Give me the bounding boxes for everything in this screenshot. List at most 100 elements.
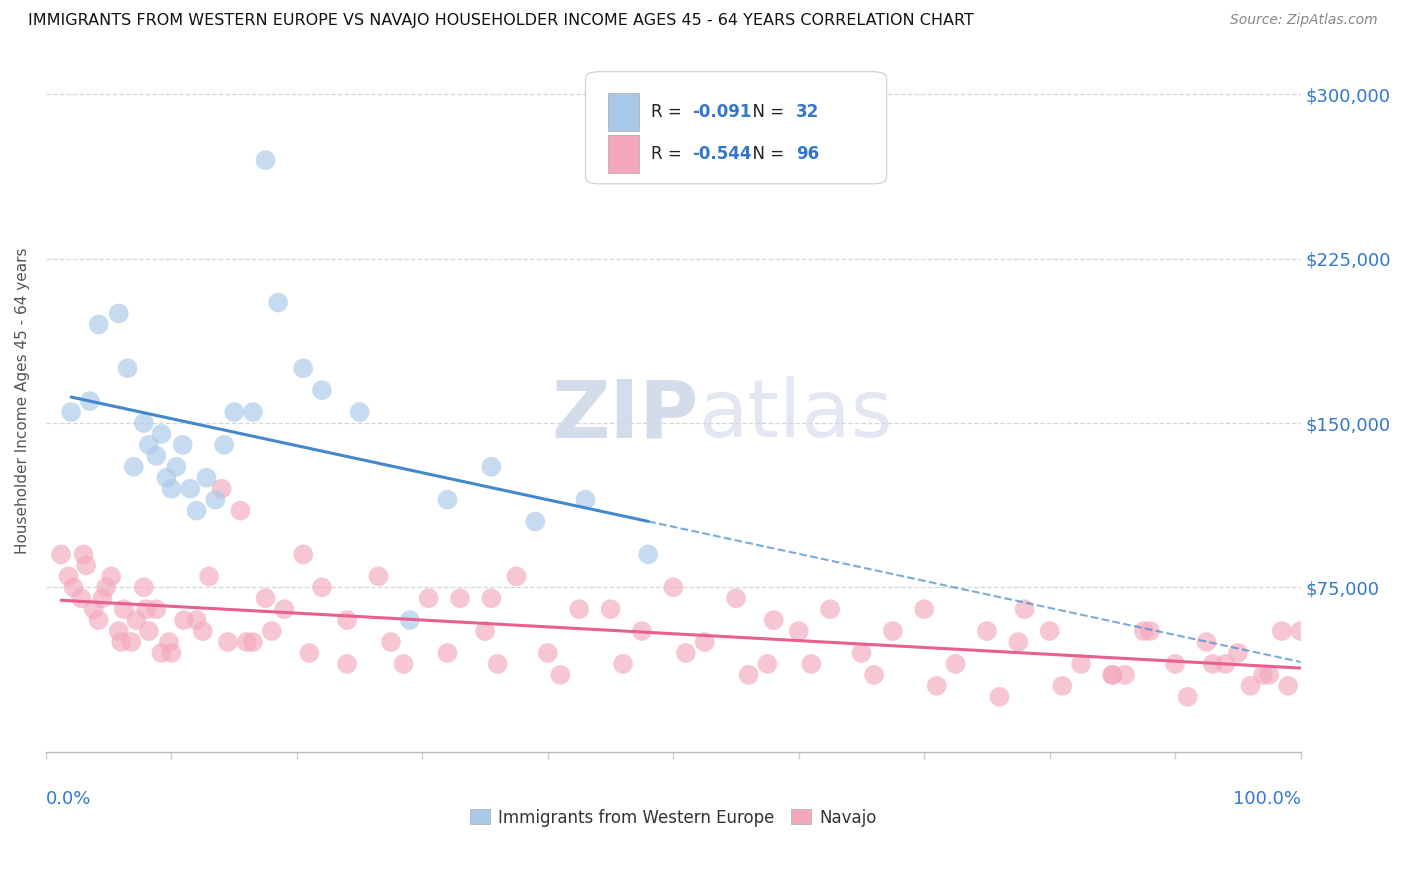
- Point: [568, 602, 591, 616]
- Point: [87, 613, 110, 627]
- Point: [1139, 624, 1161, 638]
- Point: [157, 635, 180, 649]
- Point: [211, 482, 233, 496]
- Point: [135, 602, 157, 616]
- Point: [1226, 646, 1249, 660]
- Point: [550, 668, 572, 682]
- Point: [537, 646, 560, 660]
- FancyBboxPatch shape: [585, 71, 887, 184]
- Point: [418, 591, 440, 606]
- Point: [479, 459, 502, 474]
- Point: [191, 624, 214, 638]
- Point: [122, 459, 145, 474]
- Point: [60, 405, 83, 419]
- Point: [260, 624, 283, 638]
- Point: [851, 646, 873, 660]
- Point: [87, 318, 110, 332]
- Point: [160, 646, 183, 660]
- Text: -0.544: -0.544: [692, 145, 752, 162]
- Point: [1202, 657, 1225, 671]
- Point: [1195, 635, 1218, 649]
- Point: [75, 558, 97, 573]
- Point: [254, 153, 277, 168]
- Point: [756, 657, 779, 671]
- Point: [58, 569, 80, 583]
- Point: [138, 438, 160, 452]
- Point: [160, 482, 183, 496]
- Point: [138, 624, 160, 638]
- Point: [1133, 624, 1156, 638]
- Point: [267, 295, 290, 310]
- Point: [100, 569, 122, 583]
- Point: [195, 471, 218, 485]
- Point: [1101, 668, 1123, 682]
- Point: [107, 624, 129, 638]
- Point: [150, 646, 173, 660]
- Point: [242, 405, 264, 419]
- Point: [62, 580, 84, 594]
- Point: [486, 657, 509, 671]
- Point: [988, 690, 1011, 704]
- Point: [117, 361, 139, 376]
- Point: [762, 613, 785, 627]
- Point: [125, 613, 148, 627]
- Point: [186, 613, 208, 627]
- Point: [292, 548, 315, 562]
- Point: [637, 548, 659, 562]
- Text: ZIP: ZIP: [551, 376, 699, 454]
- Point: [693, 635, 716, 649]
- Legend: Immigrants from Western Europe, Navajo: Immigrants from Western Europe, Navajo: [463, 802, 883, 833]
- Point: [49, 548, 72, 562]
- Point: [173, 613, 195, 627]
- Point: [242, 635, 264, 649]
- Point: [292, 361, 315, 376]
- Point: [79, 394, 101, 409]
- Text: R =: R =: [651, 145, 686, 162]
- Point: [298, 646, 321, 660]
- Text: 0.0%: 0.0%: [46, 790, 91, 808]
- Point: [392, 657, 415, 671]
- Point: [217, 635, 239, 649]
- Point: [91, 591, 114, 606]
- Point: [1164, 657, 1187, 671]
- Point: [349, 405, 371, 419]
- Point: [311, 580, 333, 594]
- FancyBboxPatch shape: [607, 93, 640, 131]
- Point: [724, 591, 747, 606]
- Point: [800, 657, 823, 671]
- Point: [336, 657, 359, 671]
- Point: [72, 548, 94, 562]
- Point: [166, 459, 188, 474]
- Point: [1014, 602, 1036, 616]
- Point: [1101, 668, 1123, 682]
- Point: [229, 503, 252, 517]
- Point: [479, 591, 502, 606]
- Point: [273, 602, 295, 616]
- Point: [737, 668, 759, 682]
- Text: -0.091: -0.091: [692, 103, 751, 120]
- Point: [436, 492, 458, 507]
- Point: [662, 580, 685, 594]
- Point: [818, 602, 841, 616]
- Point: [235, 635, 257, 649]
- Point: [1177, 690, 1199, 704]
- Text: 100.0%: 100.0%: [1233, 790, 1301, 808]
- Point: [524, 515, 547, 529]
- Point: [474, 624, 496, 638]
- Point: [599, 602, 621, 616]
- Point: [631, 624, 654, 638]
- Point: [1215, 657, 1237, 671]
- Point: [398, 613, 420, 627]
- Point: [83, 602, 105, 616]
- Point: [976, 624, 998, 638]
- Point: [449, 591, 471, 606]
- Point: [224, 405, 246, 419]
- Point: [1258, 668, 1281, 682]
- Point: [1114, 668, 1136, 682]
- Point: [186, 503, 208, 517]
- Point: [675, 646, 697, 660]
- Point: [204, 492, 226, 507]
- Point: [172, 438, 194, 452]
- FancyBboxPatch shape: [607, 135, 640, 173]
- Point: [70, 591, 93, 606]
